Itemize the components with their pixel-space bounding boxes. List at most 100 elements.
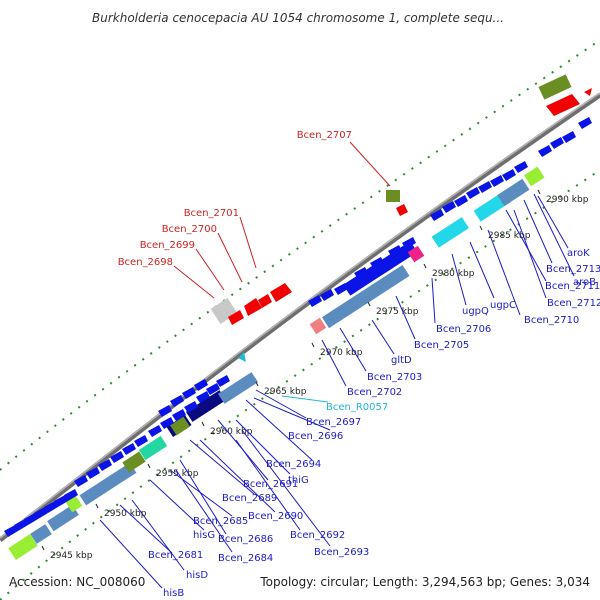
- gene-arrow-blue[interactable]: [98, 459, 112, 471]
- gene-label[interactable]: Bcen_R0057: [326, 402, 388, 413]
- gene-arrow-blue[interactable]: [562, 131, 576, 143]
- gene-block-steel[interactable]: [47, 504, 79, 532]
- gene-label[interactable]: Bcen_2706: [436, 324, 491, 335]
- gene-label[interactable]: Bcen_2696: [288, 431, 343, 442]
- gene-arrow-blue[interactable]: [34, 507, 48, 519]
- gene-arrow-red[interactable]: [258, 294, 272, 308]
- gene-arrow-blue[interactable]: [170, 395, 184, 407]
- gene-label[interactable]: aroB: [573, 277, 596, 288]
- gene-label[interactable]: Bcen_2702: [347, 387, 402, 398]
- gene-block-steel[interactable]: [217, 372, 259, 404]
- gene-label[interactable]: Bcen_2703: [367, 372, 422, 383]
- gene-label[interactable]: Bcen_2684: [218, 553, 273, 564]
- gene-block-steel[interactable]: [30, 524, 52, 544]
- gene-label[interactable]: Bcen_2694: [266, 459, 321, 470]
- gene-block-olive[interactable]: [170, 416, 190, 436]
- gene-block-blue-long[interactable]: [343, 241, 418, 296]
- gene-label[interactable]: Bcen_2686: [218, 534, 273, 545]
- gene-label[interactable]: Bcen_2713: [546, 264, 600, 275]
- gene-arrow-blue[interactable]: [466, 187, 480, 199]
- gene-arrow-blue[interactable]: [182, 387, 196, 399]
- gene-arrow-blue[interactable]: [216, 375, 230, 387]
- gene-arrow-blue[interactable]: [148, 425, 162, 437]
- gene-arrow-blue[interactable]: [478, 181, 492, 193]
- gene-block-olive[interactable]: [386, 190, 400, 202]
- gene-label[interactable]: gltD: [391, 355, 412, 366]
- gene-label[interactable]: thiG: [288, 475, 309, 486]
- gene-arrow-blue[interactable]: [454, 195, 468, 207]
- gene-arrow-blue[interactable]: [538, 145, 552, 157]
- gene-label[interactable]: Bcen_2705: [414, 340, 469, 351]
- gene-arrow-blue[interactable]: [172, 409, 186, 421]
- gene-label[interactable]: Bcen_2707: [297, 130, 352, 141]
- gene-arrow-blue[interactable]: [24, 513, 38, 525]
- gene-arrow-red[interactable]: [396, 204, 408, 216]
- gene-arrow-blue[interactable]: [308, 295, 322, 307]
- gene-block-olive[interactable]: [122, 451, 146, 473]
- gene-arrow-blue[interactable]: [110, 451, 124, 463]
- gene-label[interactable]: Bcen_2692: [290, 530, 345, 541]
- gene-arrow-red[interactable]: [244, 298, 262, 316]
- gene-arrow-blue[interactable]: [160, 417, 174, 429]
- gene-arrow-red[interactable]: [270, 283, 292, 302]
- gene-label[interactable]: ugpC: [490, 300, 516, 311]
- gene-arrow-blue[interactable]: [74, 475, 88, 487]
- gene-arrow-red[interactable]: [584, 88, 592, 96]
- gene-arrow-blue[interactable]: [206, 383, 220, 395]
- gene-arrow-blue[interactable]: [64, 489, 78, 501]
- gene-block-steel[interactable]: [321, 264, 410, 329]
- gene-block-cyan[interactable]: [431, 217, 469, 248]
- gene-label[interactable]: hisB: [163, 588, 184, 599]
- gene-block-steel[interactable]: [79, 462, 137, 506]
- gene-arrow-blue[interactable]: [86, 467, 100, 479]
- gene-block-magenta[interactable]: [407, 245, 425, 263]
- gene-arrow-blue[interactable]: [370, 257, 384, 269]
- gene-block-lime[interactable]: [524, 166, 545, 187]
- gene-arrow-blue[interactable]: [402, 237, 416, 249]
- gene-arrow-blue[interactable]: [388, 245, 402, 257]
- gene-arrow-blue[interactable]: [578, 117, 592, 129]
- gene-label[interactable]: Bcen_2699: [140, 240, 195, 251]
- gene-label[interactable]: Bcen_2689: [222, 493, 277, 504]
- gene-label[interactable]: Bcen_2698: [118, 257, 173, 268]
- gene-block-lime[interactable]: [8, 534, 38, 560]
- gene-arrow-blue[interactable]: [158, 405, 172, 417]
- gene-label[interactable]: Bcen_2701: [184, 208, 239, 219]
- gene-label[interactable]: Bcen_2712: [547, 298, 600, 309]
- gene-arrow-blue[interactable]: [196, 391, 210, 403]
- gene-block-steel[interactable]: [497, 178, 530, 207]
- gene-arrow-blue[interactable]: [184, 401, 198, 413]
- gene-arrow-blue[interactable]: [134, 435, 148, 447]
- gene-arrow-blue[interactable]: [514, 161, 528, 173]
- gene-arrow-blue[interactable]: [44, 501, 58, 513]
- gene-label[interactable]: hisD: [186, 570, 208, 581]
- gene-block-gray[interactable]: [210, 298, 238, 324]
- gene-arrow-blue[interactable]: [354, 267, 368, 279]
- gene-label[interactable]: Bcen_2710: [524, 315, 579, 326]
- gene-label[interactable]: Bcen_2681: [148, 550, 203, 561]
- gene-block-olive[interactable]: [538, 74, 572, 100]
- gene-label[interactable]: aroK: [567, 248, 590, 259]
- gene-arrow-blue[interactable]: [442, 201, 456, 213]
- gene-block-cyan[interactable]: [138, 435, 168, 461]
- gene-arrow-blue[interactable]: [334, 283, 348, 295]
- gene-arrow-blue[interactable]: [320, 289, 334, 301]
- gene-arrow-blue[interactable]: [550, 137, 564, 149]
- gene-label[interactable]: Bcen_2693: [314, 547, 369, 558]
- gene-label[interactable]: Bcen_2685: [193, 516, 248, 527]
- gene-label[interactable]: Bcen_2711: [545, 281, 600, 292]
- gene-arrow-blue[interactable]: [430, 209, 444, 221]
- gene-arrow-blue[interactable]: [4, 525, 18, 537]
- gene-arrow-blue[interactable]: [194, 379, 208, 391]
- gene-arrow-blue[interactable]: [54, 495, 68, 507]
- gene-label[interactable]: Bcen_2691: [243, 479, 298, 490]
- gene-arrow-blue[interactable]: [490, 175, 504, 187]
- gene-arrow-red[interactable]: [546, 94, 580, 116]
- gene-arrow-blue[interactable]: [122, 443, 136, 455]
- gene-label[interactable]: hisG: [193, 530, 215, 541]
- gene-arrow-red[interactable]: [228, 310, 244, 325]
- gene-label[interactable]: Bcen_2690: [248, 511, 303, 522]
- gene-label[interactable]: Bcen_2697: [306, 417, 361, 428]
- gene-arrow-cyan[interactable]: [238, 352, 246, 362]
